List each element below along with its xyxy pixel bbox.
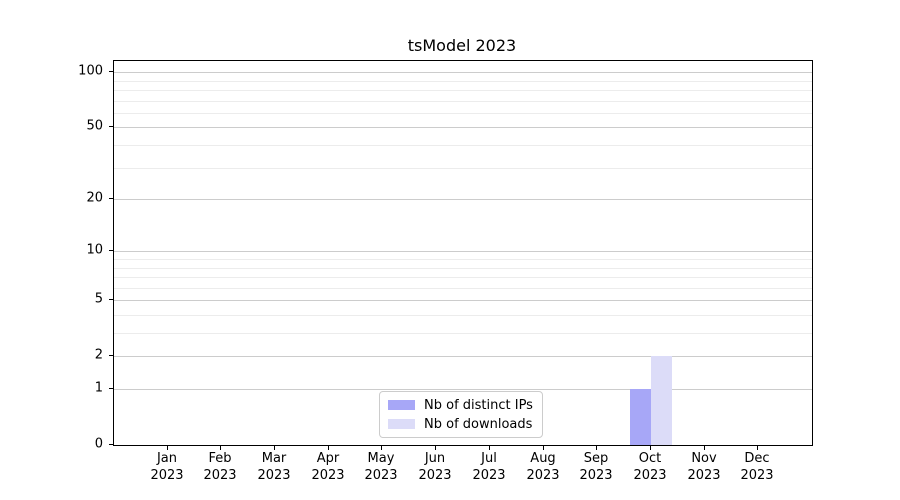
minor-gridline-3 xyxy=(114,333,812,334)
minor-gridline-9 xyxy=(114,259,812,260)
major-gridline-10 xyxy=(114,251,812,252)
legend-swatch-distinct-ips xyxy=(388,400,415,410)
x-tick-label-sep: Sep 2023 xyxy=(579,451,613,483)
y-tick-label-1: 1 xyxy=(94,380,103,396)
y-tick-mark-100 xyxy=(109,71,113,72)
x-tick-mark-dec xyxy=(757,446,758,450)
chart-title: tsModel 2023 xyxy=(407,36,517,55)
minor-gridline-6 xyxy=(114,288,812,289)
minor-gridline-80 xyxy=(114,90,812,91)
major-gridline-5 xyxy=(114,300,812,301)
y-tick-mark-10 xyxy=(109,250,113,251)
y-tick-mark-20 xyxy=(109,198,113,199)
x-tick-label-oct: Oct 2023 xyxy=(633,451,667,483)
y-tick-label-0: 0 xyxy=(94,436,103,452)
minor-gridline-70 xyxy=(114,101,812,102)
minor-gridline-30 xyxy=(114,168,812,169)
y-tick-label-20: 20 xyxy=(86,190,103,206)
x-tick-label-may: May 2023 xyxy=(364,451,398,483)
minor-gridline-90 xyxy=(114,81,812,82)
x-tick-mark-apr xyxy=(328,446,329,450)
minor-gridline-4 xyxy=(114,315,812,316)
y-tick-label-50: 50 xyxy=(86,118,103,134)
major-gridline-100 xyxy=(114,72,812,73)
legend-swatch-downloads xyxy=(388,419,415,429)
y-tick-mark-2 xyxy=(109,355,113,356)
x-tick-label-nov: Nov 2023 xyxy=(687,451,721,483)
minor-gridline-40 xyxy=(114,145,812,146)
x-tick-mark-jun xyxy=(435,446,436,450)
x-tick-label-dec: Dec 2023 xyxy=(740,451,774,483)
x-tick-mark-nov xyxy=(704,446,705,450)
legend: Nb of distinct IPs Nb of downloads xyxy=(379,391,543,438)
x-tick-label-jun: Jun 2023 xyxy=(418,451,452,483)
y-tick-label-2: 2 xyxy=(94,347,103,363)
legend-entry-downloads: Nb of downloads xyxy=(388,416,533,432)
y-tick-mark-0 xyxy=(109,444,113,445)
major-gridline-1 xyxy=(114,389,812,390)
y-tick-mark-1 xyxy=(109,388,113,389)
y-tick-mark-5 xyxy=(109,299,113,300)
x-tick-mark-mar xyxy=(274,446,275,450)
major-gridline-20 xyxy=(114,199,812,200)
x-tick-label-jan: Jan 2023 xyxy=(150,451,184,483)
bar-nb-of-distinct-ips-oct xyxy=(630,389,651,445)
x-tick-mark-jul xyxy=(489,446,490,450)
x-tick-label-feb: Feb 2023 xyxy=(203,451,237,483)
major-gridline-50 xyxy=(114,127,812,128)
x-tick-label-jul: Jul 2023 xyxy=(472,451,506,483)
x-tick-mark-oct xyxy=(650,446,651,450)
x-tick-mark-feb xyxy=(220,446,221,450)
minor-gridline-7 xyxy=(114,277,812,278)
bar-nb-of-downloads-oct xyxy=(651,356,672,445)
y-tick-label-100: 100 xyxy=(78,63,103,79)
minor-gridline-60 xyxy=(114,113,812,114)
minor-gridline-8 xyxy=(114,268,812,269)
major-gridline-2 xyxy=(114,356,812,357)
y-tick-label-5: 5 xyxy=(94,291,103,307)
legend-label-distinct-ips: Nb of distinct IPs xyxy=(424,397,533,413)
x-tick-label-aug: Aug 2023 xyxy=(526,451,560,483)
x-tick-mark-aug xyxy=(543,446,544,450)
y-tick-label-10: 10 xyxy=(86,242,103,258)
legend-label-downloads: Nb of downloads xyxy=(424,416,533,432)
plot-area xyxy=(113,60,813,446)
x-tick-label-apr: Apr 2023 xyxy=(311,451,345,483)
x-tick-mark-sep xyxy=(596,446,597,450)
legend-entry-distinct-ips: Nb of distinct IPs xyxy=(388,397,533,413)
x-tick-mark-jan xyxy=(167,446,168,450)
x-tick-label-mar: Mar 2023 xyxy=(257,451,291,483)
x-tick-mark-may xyxy=(381,446,382,450)
y-tick-mark-50 xyxy=(109,126,113,127)
